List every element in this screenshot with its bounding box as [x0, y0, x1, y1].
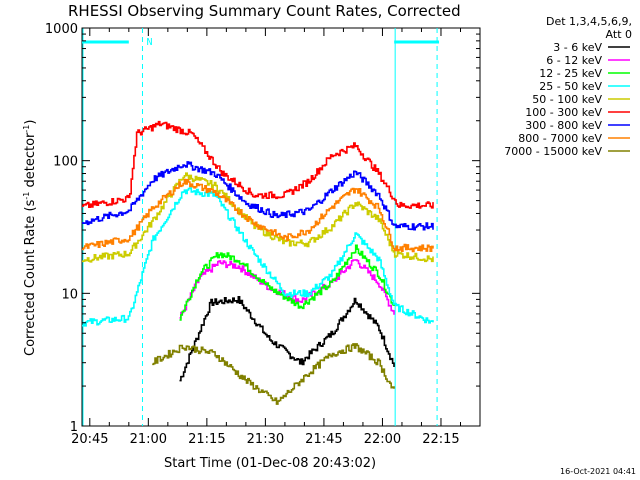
- legend-header-line2: Att 0: [606, 28, 632, 41]
- x-axis-label: Start Time (01-Dec-08 20:43:02): [164, 456, 376, 471]
- x-tick-label: 21:00: [130, 432, 167, 447]
- x-tick-label: 22:00: [364, 432, 401, 447]
- y-tick-label: 1: [70, 420, 78, 435]
- legend-label: 25 - 50 keV: [539, 80, 602, 93]
- y-axis-ticks: 1 10 100 1000: [45, 22, 480, 435]
- saa-annotations: N: [82, 28, 440, 426]
- marker-label: N: [146, 37, 152, 48]
- x-tick-label: 21:30: [247, 432, 284, 447]
- series-line-8: [152, 343, 395, 405]
- legend-label: 50 - 100 keV: [532, 93, 602, 106]
- x-tick-label: 21:45: [305, 432, 342, 447]
- footer-timestamp: 16-Oct-2021 04:41: [560, 467, 636, 476]
- legend-label: 12 - 25 keV: [539, 67, 602, 80]
- series-line-2: [179, 244, 395, 321]
- legend-label: 300 - 800 keV: [525, 119, 602, 132]
- y-axis-label: Corrected Count Rate (s-1 detector-1): [22, 120, 38, 356]
- plot-frame: [81, 27, 481, 427]
- chart-title: RHESSI Observing Summary Count Rates, Co…: [68, 2, 461, 20]
- legend-label: 100 - 300 keV: [525, 106, 602, 119]
- legend-label: 6 - 12 keV: [546, 54, 602, 67]
- legend-label: 800 - 7000 keV: [518, 132, 602, 145]
- y-tick-label: 100: [53, 155, 78, 170]
- y-tick-label: 10: [61, 287, 78, 302]
- y-tick-label: 1000: [45, 22, 78, 37]
- x-axis-ticks: 20:45 21:00 21:15 21:30 21:45 22:00 22:15: [71, 28, 461, 447]
- x-tick-label: 20:45: [71, 432, 108, 447]
- legend-header-line1: Det 1,3,4,5,6,9,: [546, 15, 632, 28]
- series-line-4: [82, 172, 434, 263]
- series-line-0: [179, 296, 395, 382]
- legend-label: 7000 - 15000 keV: [504, 145, 602, 158]
- series-line-3: [82, 187, 434, 327]
- series-line-7: [82, 178, 434, 253]
- series-layer: [82, 120, 434, 405]
- legend-label: 3 - 6 keV: [553, 41, 602, 54]
- x-tick-label: 21:15: [188, 432, 225, 447]
- series-line-6: [82, 161, 434, 231]
- x-tick-label: 22:15: [422, 432, 459, 447]
- series-line-5: [82, 120, 434, 209]
